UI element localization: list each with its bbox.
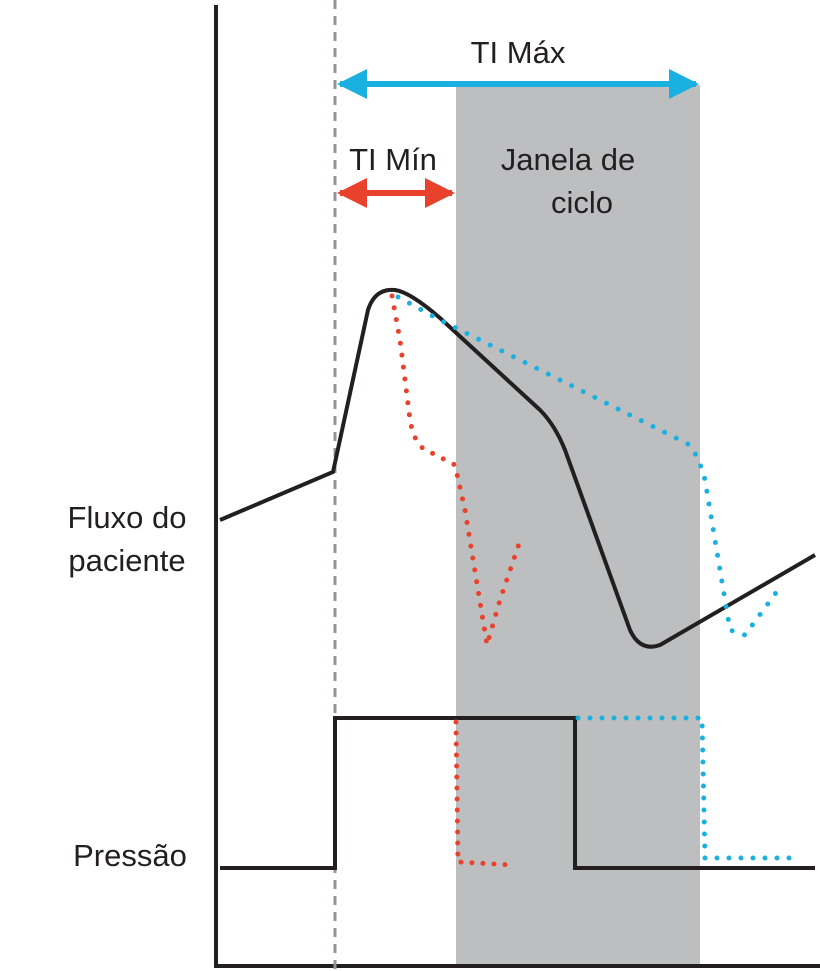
pressure-curve [220,716,815,870]
pressure-label: Pressão [73,838,187,873]
flow-label: paciente [68,543,185,578]
flow-min-curve [389,293,525,646]
window-label: Janela de [501,142,635,177]
flow-max-curve [395,294,781,638]
ti-min-label: TI Mín [349,142,437,177]
flow-label: Fluxo do [68,500,187,535]
flow-curve [219,287,817,649]
ti-max-label: TI Máx [471,35,566,70]
window-label: ciclo [551,185,613,220]
cycle-window [456,85,700,966]
pressure-min-curve [453,719,515,868]
pressure-max-curve [575,715,803,861]
